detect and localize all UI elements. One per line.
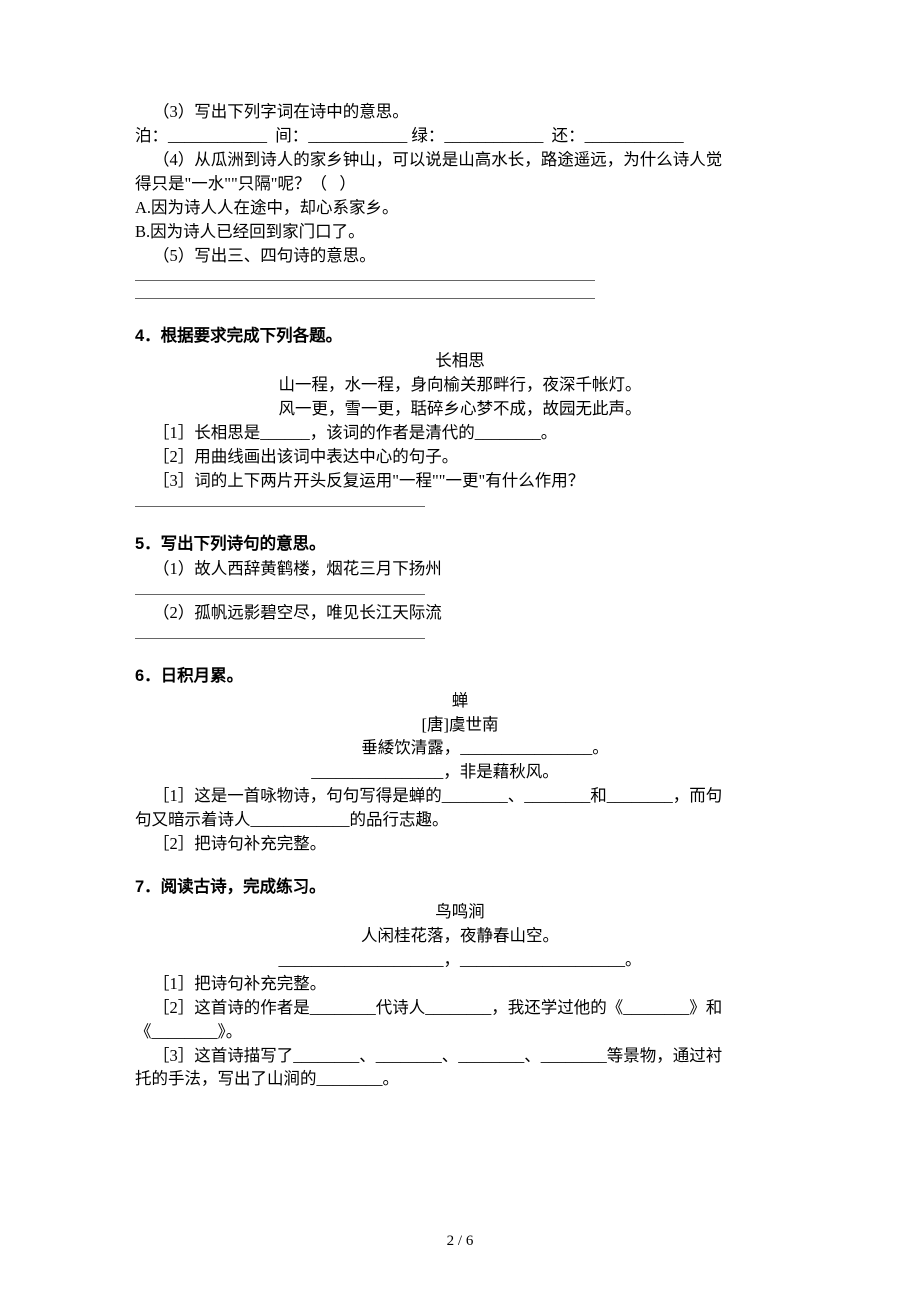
q3-sub3: （3）写出下列字词在诗中的意思。 bbox=[135, 100, 785, 124]
page-number: 2 / 6 bbox=[0, 1233, 920, 1250]
q7-s2a[interactable]: ［2］这首诗的作者是________代诗人________，我还学过他的《___… bbox=[135, 996, 785, 1020]
q7-s2b[interactable]: 《________》。 bbox=[135, 1020, 785, 1044]
q7-poem-l2[interactable]: ____________________，___________________… bbox=[135, 948, 785, 972]
q5-s2: （2）孤帆远影碧空尽，唯见长江天际流 bbox=[135, 601, 785, 625]
q5-title: 5．写出下列诗句的意思。 bbox=[135, 533, 785, 557]
q7-title: 7．阅读古诗，完成练习。 bbox=[135, 876, 785, 900]
q3-sub3-blanks[interactable]: 泊：____________ 间：____________ 绿：________… bbox=[135, 124, 785, 148]
q4-title: 4．根据要求完成下列各题。 bbox=[135, 325, 785, 349]
q6-poem-l1[interactable]: 垂緌饮清露，________________。 bbox=[135, 736, 785, 760]
q6-poem-author: [唐]虞世南 bbox=[135, 713, 785, 737]
q6-poem-l2[interactable]: ________________，非是藉秋风。 bbox=[135, 760, 785, 784]
q7-poem-l1: 人闲桂花落，夜静春山空。 bbox=[135, 924, 785, 948]
q4-s1[interactable]: ［1］长相思是______，该词的作者是清代的________。 bbox=[135, 421, 785, 445]
q3-sub4b[interactable]: 得只是"一水""只隔"呢？（ ） bbox=[135, 172, 785, 196]
q4-poem-l2: 风一更，雪一更，聒碎乡心梦不成，故园无此声。 bbox=[135, 397, 785, 421]
q7-s1: ［1］把诗句补充完整。 bbox=[135, 972, 785, 996]
answer-line[interactable] bbox=[135, 627, 425, 639]
q3-optB[interactable]: B.因为诗人已经回到家门口了。 bbox=[135, 220, 785, 244]
answer-line[interactable] bbox=[135, 495, 425, 507]
answer-line[interactable] bbox=[135, 269, 595, 281]
q7-s3b[interactable]: 托的手法，写出了山涧的________。 bbox=[135, 1067, 785, 1091]
q6-s1b[interactable]: 句又暗示着诗人____________的品行志趣。 bbox=[135, 808, 785, 832]
q4-s3: ［3］词的上下两片开头反复运用"一程""一更"有什么作用？ bbox=[135, 469, 785, 493]
q6-poem-title: 蝉 bbox=[135, 689, 785, 713]
q3-optA[interactable]: A.因为诗人人在途中，却心系家乡。 bbox=[135, 196, 785, 220]
q3-sub4a: （4）从瓜洲到诗人的家乡钟山，可以说是山高水长，路途遥远，为什么诗人觉 bbox=[135, 148, 785, 172]
q7-s3a[interactable]: ［3］这首诗描写了________、________、________、____… bbox=[135, 1044, 785, 1068]
q4-poem-title: 长相思 bbox=[135, 349, 785, 373]
q6-s1a[interactable]: ［1］这是一首咏物诗，句句写得是蝉的________、________和____… bbox=[135, 784, 785, 808]
q4-s2: ［2］用曲线画出该词中表达中心的句子。 bbox=[135, 445, 785, 469]
q6-s2: ［2］把诗句补充完整。 bbox=[135, 832, 785, 856]
q3-sub5: （5）写出三、四句诗的意思。 bbox=[135, 244, 785, 268]
q6-title: 6．日积月累。 bbox=[135, 665, 785, 689]
answer-line[interactable] bbox=[135, 287, 595, 299]
q7-poem-title: 鸟鸣涧 bbox=[135, 900, 785, 924]
q4-poem-l1: 山一程，水一程，身向榆关那畔行，夜深千帐灯。 bbox=[135, 373, 785, 397]
q5-s1: （1）故人西辞黄鹤楼，烟花三月下扬州 bbox=[135, 557, 785, 581]
answer-line[interactable] bbox=[135, 583, 425, 595]
